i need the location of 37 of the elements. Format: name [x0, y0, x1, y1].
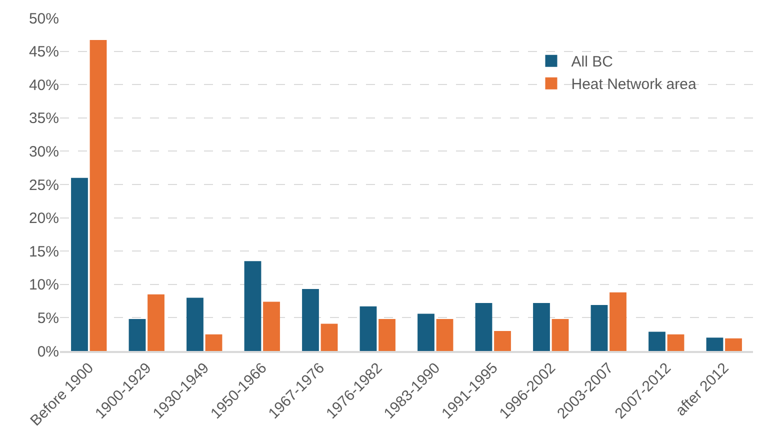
- y-tick-label: 5%: [37, 310, 59, 327]
- bar: [706, 338, 724, 351]
- bar: [667, 334, 684, 351]
- y-tick-label: 0%: [37, 343, 59, 360]
- y-tick-label: 50%: [28, 10, 59, 28]
- y-tick-label: 10%: [28, 276, 59, 294]
- legend-label: Heat Network area: [571, 76, 697, 94]
- y-tick-label: 15%: [28, 243, 59, 260]
- bar: [205, 334, 222, 351]
- bar: [186, 298, 204, 351]
- bar: [610, 292, 626, 351]
- bar: [71, 178, 88, 351]
- bar: [320, 324, 338, 351]
- bar: [590, 305, 608, 351]
- bar: [148, 294, 164, 351]
- bar: [648, 332, 666, 351]
- bar: [302, 289, 319, 351]
- bar: [244, 261, 262, 351]
- y-tick-label: 20%: [28, 210, 59, 228]
- bar: [552, 319, 569, 351]
- bar: [436, 319, 454, 351]
- bar: [418, 314, 434, 351]
- y-tick-label: 45%: [28, 44, 59, 61]
- bar: [725, 338, 742, 351]
- y-tick-label: 25%: [28, 176, 59, 194]
- bar: [128, 319, 146, 351]
- bar: [90, 40, 107, 351]
- bar: [494, 331, 511, 351]
- bar: [263, 302, 280, 351]
- bar: [378, 319, 396, 351]
- bar: [475, 303, 492, 351]
- y-tick-label: 35%: [28, 110, 59, 128]
- bar: [533, 303, 550, 351]
- y-tick-label: 30%: [28, 143, 59, 160]
- legend-label: All BC: [571, 54, 614, 71]
- bar: [360, 306, 377, 351]
- y-tick-label: 40%: [28, 76, 59, 94]
